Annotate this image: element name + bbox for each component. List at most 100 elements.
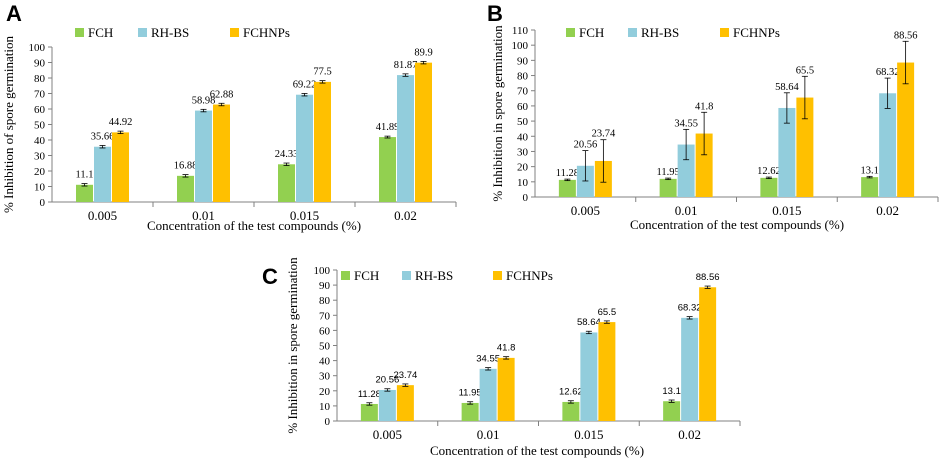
y-tick-label: 70 bbox=[34, 89, 46, 101]
data-label: 11.1 bbox=[76, 170, 94, 181]
data-label: 65.5 bbox=[796, 65, 814, 76]
data-label: 44.92 bbox=[109, 117, 133, 128]
bar-fch-0.005 bbox=[558, 179, 576, 197]
panel-label-c: C bbox=[262, 264, 278, 289]
y-tick-label: 90 bbox=[34, 58, 46, 70]
bar-fchnps-0.015 bbox=[314, 81, 331, 202]
data-label: 11.95 bbox=[657, 167, 680, 178]
data-label: 88.56 bbox=[894, 30, 918, 41]
x-axis-a: 0.005 0.01 0.015 0.02 bbox=[88, 202, 457, 223]
data-label: 88.56 bbox=[696, 272, 720, 283]
data-label: 77.5 bbox=[313, 67, 331, 78]
bar-fchnps-0.015 bbox=[796, 97, 814, 197]
legend-swatch-fch bbox=[75, 28, 84, 37]
data-label: 16.88 bbox=[174, 161, 198, 172]
x-axis-c: 0.005 0.01 0.015 0.02 bbox=[373, 421, 741, 442]
bar-rh-bs-0.005 bbox=[576, 165, 594, 197]
legend-a: FCH RH-BS FCHNPs bbox=[75, 25, 290, 40]
bar-fchnps-0.01 bbox=[695, 133, 713, 197]
bar-fch-0.005 bbox=[76, 184, 93, 202]
y-tick-label: 80 bbox=[319, 295, 331, 307]
y-tick-label: 60 bbox=[34, 104, 46, 116]
legend-label-rh-bs: RH-BS bbox=[641, 25, 679, 40]
y-tick-label: 10 bbox=[34, 182, 46, 194]
bar-fch-0.02 bbox=[861, 177, 879, 197]
legend-label-fchnps: FCHNPs bbox=[733, 25, 780, 40]
panel-label-b: B bbox=[487, 1, 503, 26]
y-tick-label: 40 bbox=[517, 131, 529, 143]
y-tick-label: 70 bbox=[517, 86, 529, 98]
x-tick-label: 0.01 bbox=[675, 203, 698, 218]
data-label: 24.33 bbox=[275, 149, 299, 160]
y-tick-label: 20 bbox=[34, 166, 46, 178]
x-tick-label: 0.005 bbox=[373, 427, 402, 442]
data-label: 34.55 bbox=[476, 354, 500, 365]
data-label: 62.88 bbox=[210, 89, 234, 100]
bar-fch-0.01 bbox=[177, 175, 194, 202]
data-label: 58.64 bbox=[775, 82, 799, 93]
data-label: 12.62 bbox=[757, 166, 781, 177]
legend-swatch-fch bbox=[341, 271, 350, 280]
y-tick-label: 90 bbox=[319, 280, 331, 292]
bar-fchnps-0.005 bbox=[112, 132, 129, 202]
y-axis-title-c: % Inhibition in spore germination bbox=[285, 257, 300, 434]
legend-swatch-fchnps bbox=[720, 28, 729, 37]
x-axis-title-b: Concentration of the test compounds (%) bbox=[630, 217, 844, 232]
legend-label-fch: FCH bbox=[579, 25, 604, 40]
y-tick-label: 40 bbox=[319, 356, 331, 368]
legend-swatch-rh-bs bbox=[402, 271, 411, 280]
data-label: 11.95 bbox=[459, 388, 482, 399]
x-tick-label: 0.02 bbox=[876, 203, 899, 218]
data-label: 20.56 bbox=[574, 140, 598, 151]
data-label: 11.28 bbox=[556, 168, 579, 179]
data-label: 89.9 bbox=[414, 47, 432, 58]
bars-c: 11.2820.5623.7411.9534.5541.812.6258.646… bbox=[358, 272, 720, 421]
x-tick-label: 0.015 bbox=[574, 427, 603, 442]
legend-label-fchnps: FCHNPs bbox=[243, 25, 290, 40]
bar-fch-0.015 bbox=[278, 164, 295, 202]
y-tick-label: 100 bbox=[29, 42, 46, 54]
x-tick-label: 0.015 bbox=[772, 203, 801, 218]
y-axis-title-b: % Inhibition in spore germination bbox=[490, 25, 505, 202]
y-tick-label: 100 bbox=[314, 265, 331, 277]
legend-swatch-fchnps bbox=[493, 271, 502, 280]
data-label: 58.98 bbox=[192, 95, 216, 106]
bar-fch-0.015 bbox=[562, 401, 580, 421]
bar-rh-bs-0.02 bbox=[681, 317, 699, 421]
bar-rh-bs-0.01 bbox=[195, 110, 212, 202]
data-label: 12.62 bbox=[559, 387, 583, 398]
panel-c: C 0 10 20 30 40 50 60 70 80 90 100 11.28 20.5623.74… bbox=[262, 257, 741, 458]
y-tick-label: 30 bbox=[517, 146, 529, 158]
data-label: 81.87 bbox=[394, 60, 418, 71]
data-label: 68.32 bbox=[678, 303, 702, 314]
bar-fchnps-0.02 bbox=[897, 62, 915, 197]
bar-fch-0.01 bbox=[461, 402, 479, 421]
data-label: 34.55 bbox=[674, 118, 698, 129]
y-tick-label: 80 bbox=[517, 71, 529, 83]
data-label: 65.5 bbox=[598, 307, 617, 318]
panel-label-a: A bbox=[6, 1, 22, 26]
y-tick-label: 60 bbox=[517, 101, 529, 113]
bar-rh-bs-0.01 bbox=[677, 144, 695, 197]
x-tick-label: 0.02 bbox=[394, 208, 417, 223]
y-tick-label: 10 bbox=[517, 177, 529, 189]
bar-fchnps-0.01 bbox=[213, 104, 230, 202]
bar-fchnps-0.01 bbox=[497, 357, 515, 421]
y-tick-label: 30 bbox=[319, 371, 331, 383]
bar-fchnps-0.02 bbox=[699, 287, 717, 421]
bar-rh-bs-0.005 bbox=[378, 389, 396, 421]
bar-fch-0.005 bbox=[360, 403, 378, 421]
bar-rh-bs-0.02 bbox=[397, 75, 414, 202]
x-axis-title-c: Concentration of the test compounds (%) bbox=[430, 443, 644, 458]
legend-label-fch: FCH bbox=[354, 268, 379, 283]
y-tick-label: 50 bbox=[319, 341, 331, 353]
data-label: 41.8 bbox=[497, 343, 516, 354]
bar-fchnps-0.005 bbox=[396, 385, 414, 421]
legend-swatch-rh-bs bbox=[138, 28, 147, 37]
bar-fch-0.02 bbox=[379, 137, 396, 202]
legend-label-fchnps: FCHNPs bbox=[506, 268, 553, 283]
y-tick-label: 20 bbox=[319, 386, 331, 398]
y-tick-label: 10 bbox=[319, 401, 331, 413]
